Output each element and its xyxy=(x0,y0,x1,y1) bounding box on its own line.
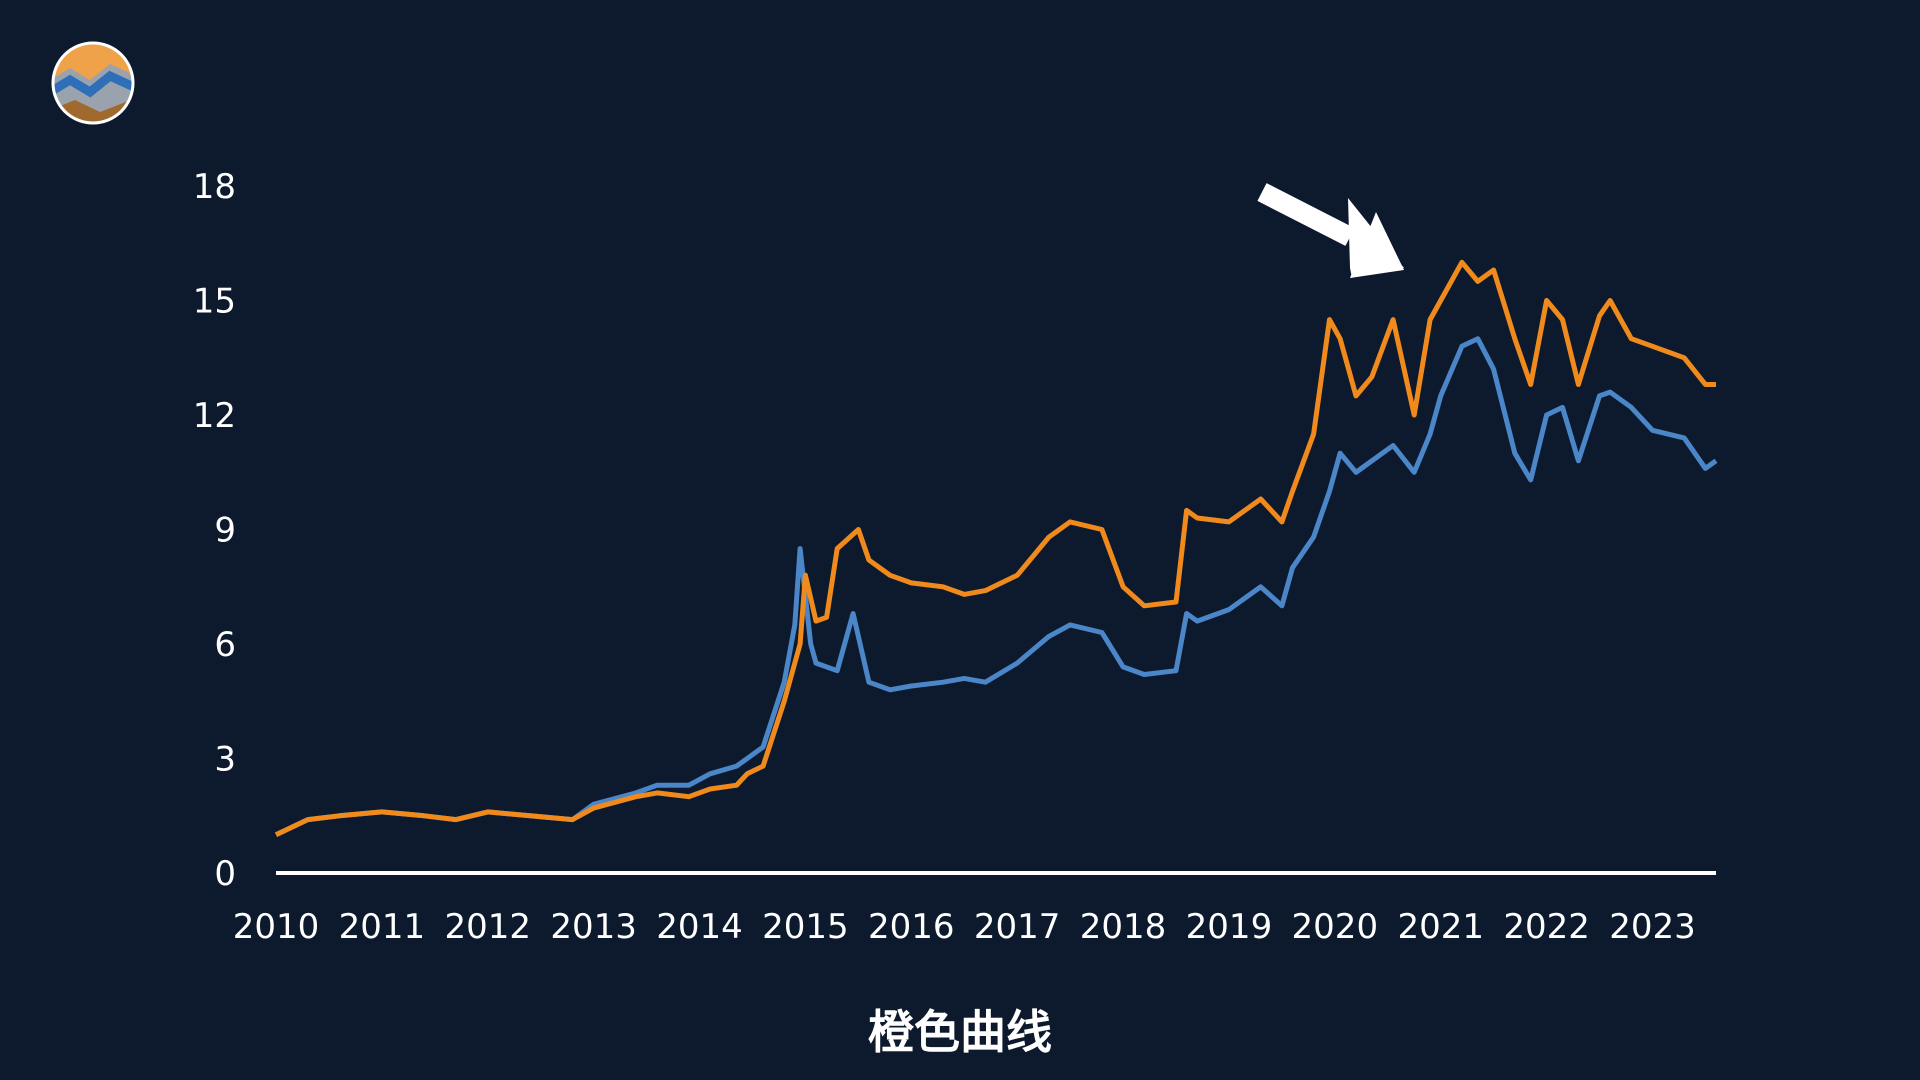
arrow-icon xyxy=(1257,183,1404,278)
x-tick-label: 2022 xyxy=(1503,907,1590,947)
x-tick-label: 2012 xyxy=(444,907,531,947)
x-tick-label: 2014 xyxy=(656,907,743,947)
x-tick-label: 2015 xyxy=(762,907,849,947)
x-tick-label: 2018 xyxy=(1080,907,1167,947)
x-tick-label: 2020 xyxy=(1292,907,1379,947)
y-tick-label: 12 xyxy=(193,396,236,436)
x-tick-label: 2021 xyxy=(1397,907,1484,947)
x-tick-label: 2011 xyxy=(339,907,426,947)
x-tick-label: 2016 xyxy=(868,907,955,947)
series-lines xyxy=(274,259,1718,838)
y-tick-label: 18 xyxy=(193,167,236,207)
x-tick-label: 2017 xyxy=(974,907,1061,947)
blue-series-line xyxy=(274,336,1718,838)
y-tick-label: 9 xyxy=(214,511,236,551)
orange-series-line xyxy=(274,259,1716,838)
y-tick-label: 3 xyxy=(214,740,236,780)
x-tick-label: 2019 xyxy=(1186,907,1273,947)
chart-caption: 橙色曲线 xyxy=(868,1005,1052,1059)
x-tick-label: 2010 xyxy=(233,907,320,947)
y-tick-label: 0 xyxy=(214,854,236,894)
x-tick-label: 2023 xyxy=(1609,907,1696,947)
x-axis-ticks: 2010 2011 2012 2013 2014 2015 2016 2017 2018 2019… xyxy=(233,907,1696,947)
x-tick-label: 2013 xyxy=(550,907,637,947)
mountain-logo-icon xyxy=(51,41,135,125)
y-tick-label: 6 xyxy=(214,625,236,665)
y-tick-label: 15 xyxy=(193,282,236,322)
y-axis-ticks: 0 3 6 9 12 15 18 xyxy=(193,167,236,894)
